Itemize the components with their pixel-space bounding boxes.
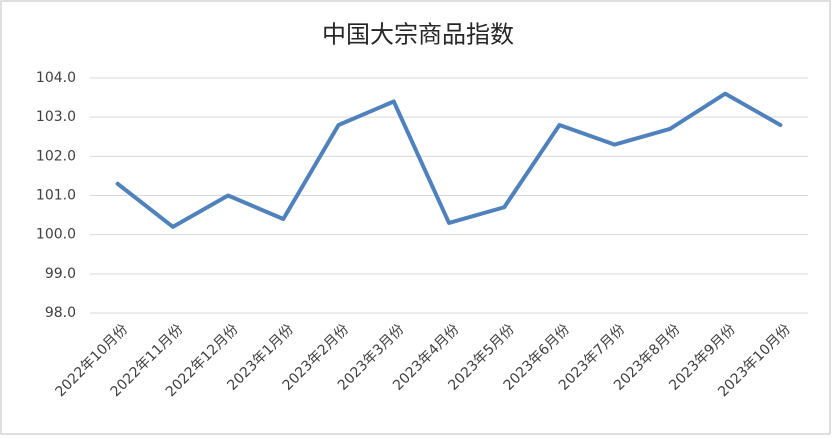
chart-title: 中国大宗商品指数 <box>322 21 514 49</box>
y-tick-label: 100.0 <box>36 227 76 243</box>
y-tick-label: 102.0 <box>36 148 76 164</box>
data-line <box>115 91 783 229</box>
y-tick-label: 103.0 <box>36 109 76 125</box>
y-tick-label: 98.0 <box>45 305 76 321</box>
y-tick-label: 99.0 <box>45 266 76 282</box>
y-tick-label: 101.0 <box>36 188 76 204</box>
y-tick-label: 104.0 <box>36 70 76 86</box>
